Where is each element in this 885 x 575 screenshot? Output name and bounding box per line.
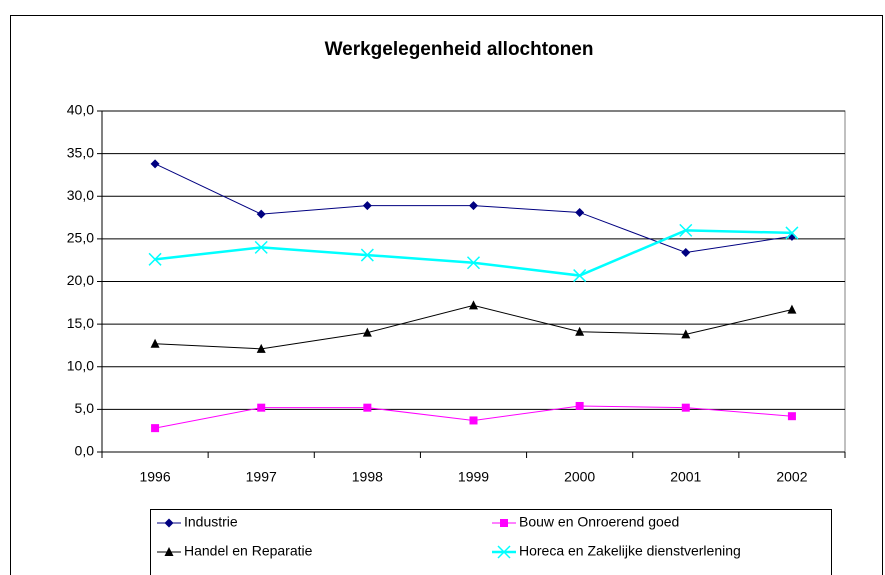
- x-tick-label: 1996: [139, 469, 170, 485]
- marker: [679, 223, 693, 237]
- marker: [787, 412, 796, 421]
- x-tick-label: 1997: [246, 469, 277, 485]
- marker: [469, 300, 478, 310]
- y-tick-label: 35,0: [67, 144, 94, 160]
- marker: [500, 519, 508, 527]
- marker: [469, 416, 478, 425]
- marker: [150, 159, 160, 169]
- y-tick-label: 30,0: [67, 187, 94, 203]
- marker: [257, 403, 266, 412]
- marker: [164, 518, 174, 528]
- marker: [575, 326, 585, 336]
- legend-label: Bouw en Onroerend goed: [519, 514, 679, 530]
- x-tick-label: 2000: [564, 469, 595, 485]
- x-tick-label: 2002: [776, 469, 807, 485]
- y-tick-label: 20,0: [67, 272, 94, 288]
- marker: [360, 248, 374, 262]
- y-tick-label: 15,0: [67, 315, 94, 331]
- chart-title: Werkgelegenheid allochtonen: [325, 39, 594, 60]
- legend-box: [150, 509, 832, 575]
- marker: [254, 240, 268, 254]
- marker: [148, 252, 162, 266]
- marker: [362, 201, 372, 211]
- marker: [150, 338, 160, 348]
- marker: [497, 545, 511, 559]
- x-tick-label: 1999: [458, 469, 489, 485]
- legend-label: Horeca en Zakelijke dienstverlening: [519, 543, 741, 559]
- marker: [469, 201, 478, 211]
- y-tick-label: 40,0: [67, 102, 94, 118]
- marker: [681, 329, 691, 339]
- y-tick-label: 10,0: [67, 357, 94, 373]
- marker: [785, 226, 799, 240]
- marker: [362, 327, 372, 337]
- y-tick-label: 5,0: [75, 400, 95, 416]
- marker: [681, 248, 691, 258]
- marker: [466, 256, 481, 270]
- legend-label: Industrie: [184, 514, 238, 530]
- marker: [256, 343, 266, 353]
- x-tick-label: 2001: [670, 469, 701, 485]
- legend-label: Handel en Reparatie: [184, 543, 313, 559]
- y-tick-label: 0,0: [75, 443, 95, 459]
- marker: [164, 547, 174, 556]
- x-tick-label: 1998: [352, 469, 383, 485]
- marker: [681, 403, 690, 412]
- marker: [575, 207, 585, 217]
- y-tick-label: 25,0: [67, 230, 94, 246]
- marker: [575, 401, 584, 410]
- marker: [573, 269, 587, 283]
- marker: [256, 209, 266, 219]
- marker: [151, 424, 160, 433]
- marker: [363, 403, 372, 412]
- marker: [787, 304, 797, 314]
